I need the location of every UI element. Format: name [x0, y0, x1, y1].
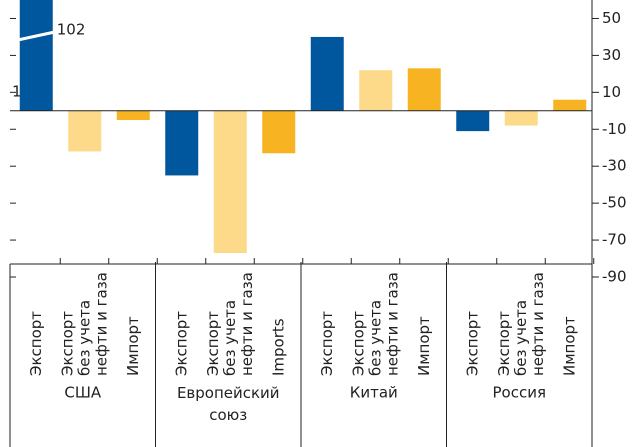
- bar: [456, 110, 490, 132]
- bar: [359, 70, 393, 111]
- x-tick-label: Импорт: [560, 316, 578, 376]
- x-tick-label: нефти и газа: [238, 272, 256, 376]
- bar: [68, 110, 102, 152]
- y-tick-label: 30: [602, 46, 621, 64]
- x-tick-label: Экспорт: [58, 311, 76, 376]
- y-tick-label: -90: [602, 268, 627, 286]
- x-tick-label: нефти и газа: [92, 272, 110, 376]
- y-tick-label: -70: [602, 231, 627, 249]
- group-label: США: [64, 384, 102, 402]
- x-tick-label: без учета: [512, 300, 530, 376]
- y-tick-label: -10: [602, 120, 627, 138]
- y-tick-label: 50: [602, 9, 621, 27]
- x-tick-label: Экспорт: [172, 311, 190, 376]
- x-tick-label: Экспорт: [463, 311, 481, 376]
- bar: [407, 68, 441, 111]
- x-tick-label: Экспорт: [318, 311, 336, 376]
- x-tick-label: Экспорт: [349, 311, 367, 376]
- x-tick-label: нефти и газа: [383, 272, 401, 376]
- x-tick-label: Импорт: [415, 316, 433, 376]
- x-tick-label: Imports: [269, 318, 287, 376]
- bar: [19, 0, 53, 111]
- x-tick-label: Экспорт: [495, 311, 513, 376]
- y-tick-label: -50: [602, 194, 627, 212]
- x-tick-label: без учета: [221, 300, 239, 376]
- value-label: 102: [57, 21, 86, 39]
- bar: [504, 110, 538, 126]
- x-tick-label: без учета: [366, 300, 384, 376]
- bar: [213, 110, 247, 253]
- x-tick-label: нефти и газа: [529, 272, 547, 376]
- group-label: Россия: [493, 384, 547, 402]
- bar: [262, 110, 296, 154]
- y-tick-label: 10: [602, 83, 621, 101]
- bar: [310, 36, 344, 111]
- bar: [116, 110, 150, 121]
- bar: [165, 110, 199, 176]
- bar: [553, 99, 587, 111]
- group-label: Европейский союз: [177, 384, 280, 424]
- axis-break: [17, 30, 56, 42]
- group-label: Китай: [350, 384, 398, 402]
- x-tick-label: без учета: [75, 300, 93, 376]
- y-tick-label: -30: [602, 157, 627, 175]
- x-tick-label: Экспорт: [27, 311, 45, 376]
- x-tick-label: Экспорт: [204, 311, 222, 376]
- x-tick-label: Импорт: [124, 316, 142, 376]
